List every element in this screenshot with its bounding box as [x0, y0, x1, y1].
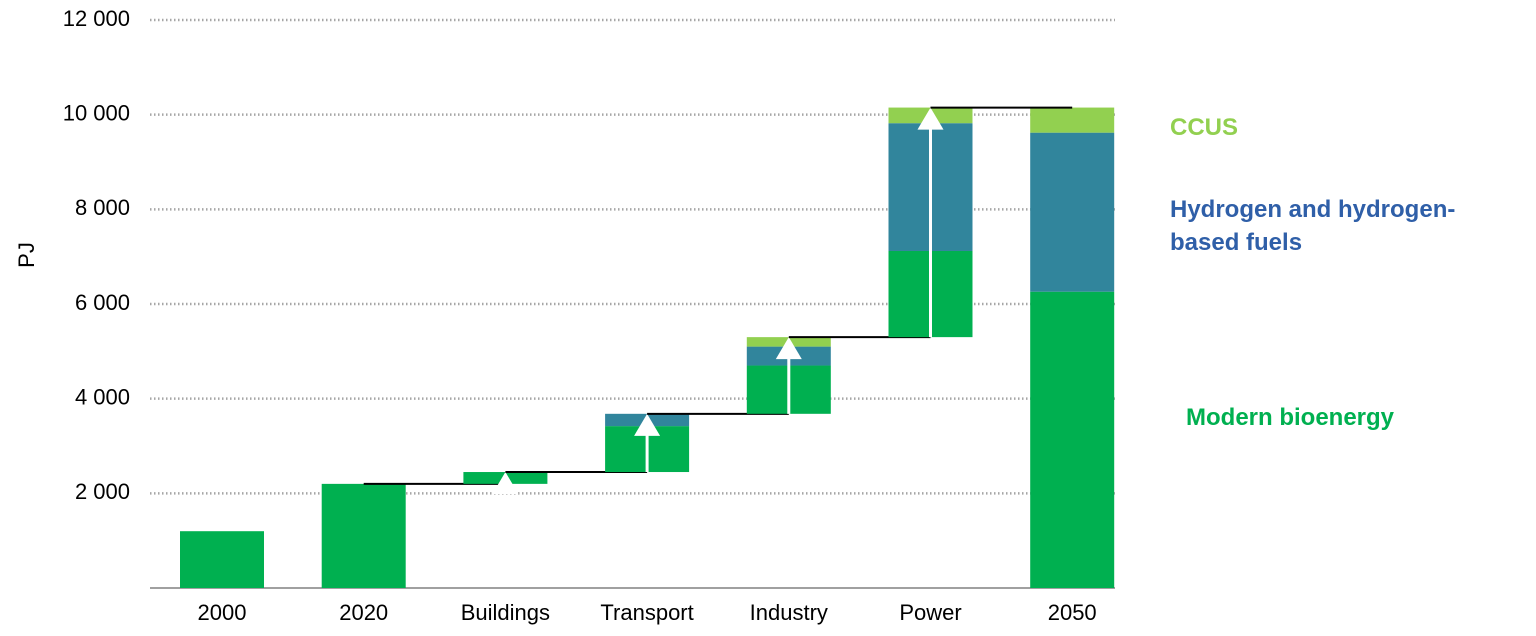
y-tick-label: 10 000	[63, 100, 130, 125]
x-tick-label: 2020	[339, 600, 388, 625]
x-tick-label: Power	[899, 600, 961, 625]
x-tick-label: Buildings	[461, 600, 550, 625]
y-tick-label: 2 000	[75, 479, 130, 504]
y-tick-label: 6 000	[75, 290, 130, 315]
bar-segment	[180, 531, 264, 588]
y-axis-label: PJ	[14, 242, 39, 268]
arrow-head	[917, 107, 944, 130]
arrow-head	[492, 472, 519, 495]
legend-bioenergy: Modern bioenergy	[1186, 404, 1395, 431]
bar-segment	[1030, 132, 1115, 292]
arrow-head	[634, 413, 661, 436]
x-tick-label: Industry	[750, 600, 828, 625]
x-tick-label: 2000	[198, 600, 247, 625]
arrow-head	[775, 337, 802, 360]
y-tick-label: 12 000	[63, 6, 130, 31]
bar-segment	[321, 483, 406, 588]
legend-ccus: CCUS	[1170, 114, 1239, 141]
bar-segment	[1030, 107, 1115, 133]
y-tick-label: 8 000	[75, 195, 130, 220]
x-tick-label: 2050	[1048, 600, 1097, 625]
x-tick-label: Transport	[600, 600, 693, 625]
y-tick-label: 4 000	[75, 384, 130, 409]
bar-segment	[1030, 291, 1115, 588]
legend-hydrogen: Hydrogen and hydrogen-based fuels	[1170, 196, 1456, 256]
